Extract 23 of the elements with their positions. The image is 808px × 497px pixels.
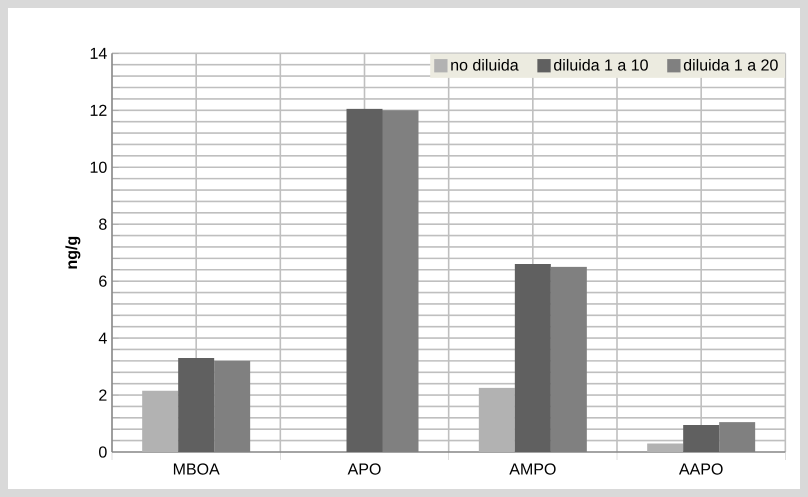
bar: [647, 443, 684, 452]
bar: [346, 108, 382, 452]
x-tick-label: AMPO: [509, 463, 556, 475]
legend-label: diluida 1 a 10: [554, 58, 648, 71]
bar: [142, 390, 178, 452]
y-tick-label: 4: [98, 332, 107, 344]
y-tick-label: 12: [90, 104, 106, 116]
x-tick-label: APO: [348, 463, 381, 475]
y-tick-label: 10: [90, 162, 107, 173]
y-tick-label: 14: [90, 48, 107, 59]
bar: [514, 264, 551, 452]
y-tick-label: 2: [99, 389, 106, 401]
y-tick-label: 0: [99, 446, 107, 458]
x-tick-label: AAPO: [678, 463, 723, 475]
legend-label: diluida 1 a 20: [684, 58, 778, 71]
y-axis-title: ng/g: [65, 236, 80, 269]
bar: [683, 424, 720, 452]
legend-label: no diluida: [451, 58, 519, 71]
x-tick-label: MBOA: [174, 463, 220, 475]
bar: [478, 388, 515, 452]
y-tick-label: 8: [99, 218, 107, 230]
y-tick-label: 6: [99, 275, 107, 287]
bar: [178, 358, 214, 452]
